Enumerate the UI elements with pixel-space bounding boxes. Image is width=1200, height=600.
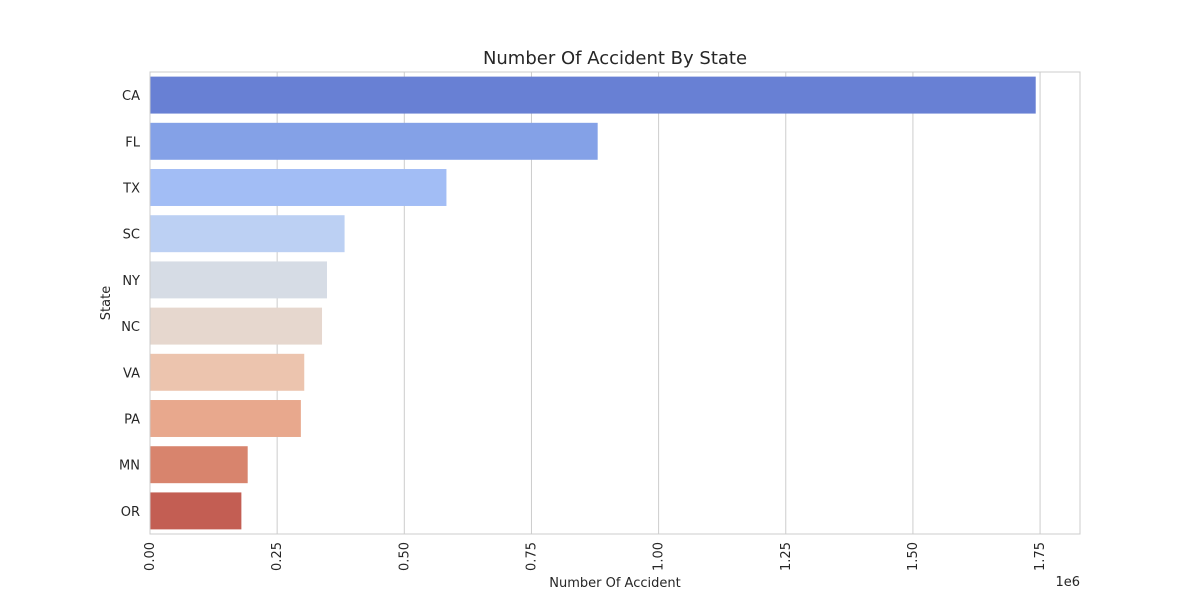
bar-ny bbox=[150, 261, 327, 299]
bar-nc bbox=[150, 307, 323, 345]
bar-mn bbox=[150, 446, 248, 484]
bar-tx bbox=[150, 169, 447, 206]
x-axis-label: Number Of Accident bbox=[549, 576, 680, 591]
bar-va bbox=[150, 353, 305, 391]
y-tick-label: MN bbox=[119, 459, 140, 474]
bar-or bbox=[150, 492, 242, 530]
bar-fl bbox=[150, 122, 598, 160]
plot-frame bbox=[149, 71, 1081, 535]
y-tick-label: NY bbox=[122, 274, 140, 289]
x-tick-label: 0.00 bbox=[143, 542, 158, 571]
bar-pa bbox=[150, 400, 301, 437]
bars bbox=[150, 76, 1036, 530]
y-tick-label: CA bbox=[122, 89, 140, 104]
bar-ca bbox=[150, 76, 1036, 114]
x-tick-labels: 0.00 0.25 0.50 0.75 1.00 1.25 1.50 1.75 bbox=[143, 542, 1048, 571]
x-tick-label: 0.25 bbox=[270, 542, 285, 571]
x-tick-label: 1.00 bbox=[652, 542, 667, 571]
y-axis-label: State bbox=[99, 286, 114, 320]
chart-title: Number Of Accident By State bbox=[483, 48, 747, 69]
x-tick-label: 1.25 bbox=[779, 542, 794, 571]
x-tick-label: 1.50 bbox=[906, 542, 921, 571]
x-tick-label: 0.75 bbox=[524, 542, 539, 571]
y-tick-label: SC bbox=[123, 228, 140, 243]
x-tick-label: 1.75 bbox=[1033, 542, 1048, 571]
y-tick-label: NC bbox=[121, 320, 140, 335]
y-tick-label: TX bbox=[122, 182, 140, 197]
bar-sc bbox=[150, 215, 345, 253]
y-tick-labels: CA FL TX SC NY NC VA PA MN OR bbox=[119, 89, 141, 520]
y-tick-label: FL bbox=[125, 135, 140, 150]
y-tick-label: OR bbox=[121, 505, 140, 520]
y-tick-label: PA bbox=[124, 413, 140, 428]
x-tick-label: 0.50 bbox=[397, 542, 412, 571]
x-axis-offset-text: 1e6 bbox=[1055, 575, 1080, 590]
y-tick-label: VA bbox=[123, 366, 140, 381]
